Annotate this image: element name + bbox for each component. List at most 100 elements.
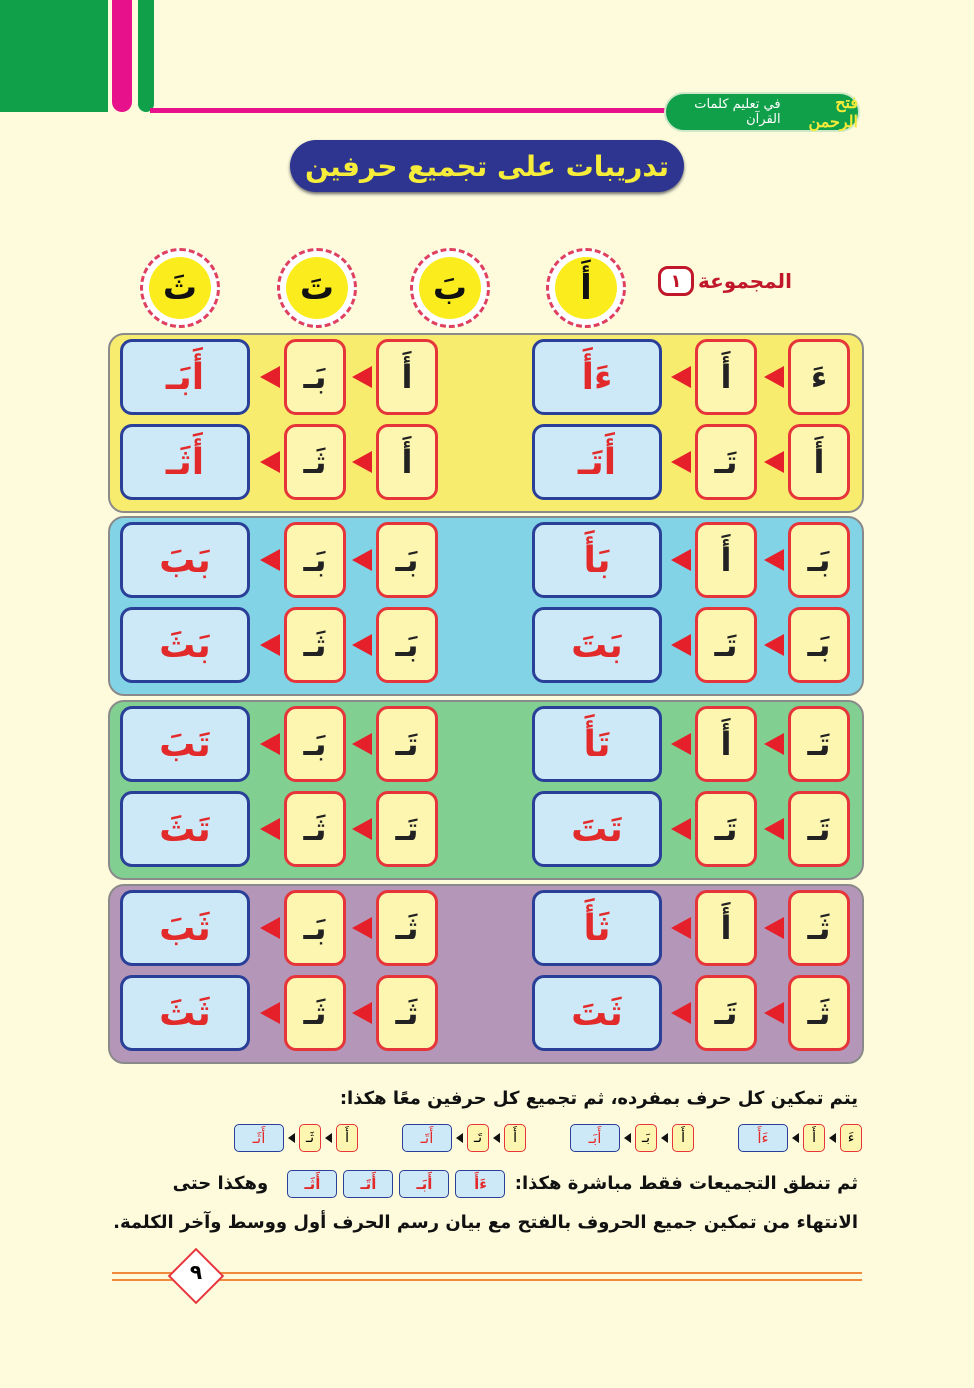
- letter-box: تَـ: [695, 791, 757, 867]
- letter-circle: بَ: [410, 248, 490, 328]
- arrow-left-icon: [352, 451, 372, 473]
- letter-box: أَ: [695, 706, 757, 782]
- combined-box: أَثَـ: [120, 424, 250, 500]
- arrow-left-icon: [493, 1133, 500, 1143]
- letter-box: تَـ: [376, 706, 438, 782]
- combined-box: بَثَ: [120, 607, 250, 683]
- arrow-left-icon: [764, 366, 784, 388]
- letter-box: ثَـ: [284, 607, 346, 683]
- letter-box: أَ: [376, 424, 438, 500]
- letter-box: تَـ: [788, 706, 850, 782]
- letter-box: بَـ: [788, 522, 850, 598]
- arrow-left-icon: [260, 1002, 280, 1024]
- arrow-left-icon: [352, 818, 372, 840]
- arrow-left-icon: [764, 549, 784, 571]
- arrow-left-icon: [260, 917, 280, 939]
- footer-line: [112, 1279, 862, 1281]
- letter-box: تَـ: [695, 424, 757, 500]
- group-number-badge: ١: [658, 266, 694, 296]
- arrow-left-icon: [764, 451, 784, 473]
- corner-decoration: [112, 0, 132, 112]
- arrow-left-icon: [671, 1002, 691, 1024]
- letter-box: أَ: [788, 424, 850, 500]
- arrow-left-icon: [764, 818, 784, 840]
- combined-box: تَأَ: [532, 706, 662, 782]
- letter: بَ: [419, 257, 481, 319]
- arrow-left-icon: [352, 634, 372, 656]
- group-label: المجموعة ١: [658, 266, 792, 296]
- arrow-left-icon: [260, 366, 280, 388]
- arrow-left-icon: [352, 366, 372, 388]
- letter-box: ثَـ: [284, 424, 346, 500]
- letter-box: أَ: [695, 890, 757, 966]
- brand-name: فتح الرحمن: [808, 93, 858, 131]
- instruction-line-1: يتم تمكين كل حرف بمفرده، ثم تجميع كل حرف…: [339, 1088, 858, 1109]
- corner-decoration: [0, 0, 108, 112]
- letter-box: ثَـ: [376, 890, 438, 966]
- letter-box: بَـ: [284, 706, 346, 782]
- instruction-line-2-start: ثم تنطق التجميعات فقط مباشرة هكذا:: [514, 1173, 858, 1194]
- corner-decoration: [138, 0, 154, 112]
- letter-box: أَ: [695, 522, 757, 598]
- arrow-left-icon: [764, 917, 784, 939]
- arrow-left-icon: [764, 733, 784, 755]
- instruction-line-2-end: وهكذا حتى: [172, 1173, 269, 1194]
- letter: تَ: [286, 257, 348, 319]
- arrow-left-icon: [624, 1133, 631, 1143]
- arrow-left-icon: [671, 733, 691, 755]
- arrow-left-icon: [352, 1002, 372, 1024]
- letter-circle: أَ: [546, 248, 626, 328]
- arrow-left-icon: [671, 818, 691, 840]
- letter-box: ثَـ: [284, 791, 346, 867]
- arrow-left-icon: [671, 549, 691, 571]
- combined-box: بَتَ: [532, 607, 662, 683]
- combined-box: تَبَ: [120, 706, 250, 782]
- letter-box: بَـ: [284, 890, 346, 966]
- example-combined-box: أَثَـ: [234, 1124, 284, 1152]
- example-letter-box: أَ: [336, 1124, 358, 1152]
- letter-box: ثَـ: [376, 975, 438, 1051]
- letter-box: تَـ: [376, 791, 438, 867]
- letter-box: ثَـ: [284, 975, 346, 1051]
- letter-box: ثَـ: [788, 890, 850, 966]
- brand-subtitle: في تعليم كلمات القرآن: [694, 97, 781, 127]
- letter-box: بَـ: [788, 607, 850, 683]
- arrow-left-icon: [671, 451, 691, 473]
- example-combined-box: أَتَـ: [402, 1124, 452, 1152]
- arrow-left-icon: [764, 634, 784, 656]
- combined-box: ثَتَ: [532, 975, 662, 1051]
- arrow-left-icon: [456, 1133, 463, 1143]
- letter-box: تَـ: [695, 975, 757, 1051]
- combined-box: ثَثَ: [120, 975, 250, 1051]
- letter-box: بَـ: [284, 339, 346, 415]
- instruction-line-2: ثم تنطق التجميعات فقط مباشرة هكذا: ءَأَأ…: [173, 1170, 858, 1198]
- letter-box: بَـ: [284, 522, 346, 598]
- combined-box: بَبَ: [120, 522, 250, 598]
- letter-box: تَـ: [788, 791, 850, 867]
- arrow-left-icon: [671, 366, 691, 388]
- group-label-text: المجموعة: [698, 269, 792, 293]
- arrow-left-icon: [325, 1133, 332, 1143]
- example-letter-box: بَـ: [635, 1124, 657, 1152]
- example-letter-box: تَـ: [467, 1124, 489, 1152]
- letter: أَ: [555, 257, 617, 319]
- arrow-left-icon: [352, 549, 372, 571]
- brand-logo: فتح الرحمن في تعليم كلمات القرآن: [664, 92, 860, 132]
- combined-box: ثَبَ: [120, 890, 250, 966]
- letter-box: تَـ: [695, 607, 757, 683]
- arrow-left-icon: [260, 733, 280, 755]
- arrow-left-icon: [288, 1133, 295, 1143]
- instruction-line-3: الانتهاء من تمكين جميع الحروف بالفتح مع …: [113, 1212, 858, 1233]
- letter-box: أَ: [376, 339, 438, 415]
- footer-line: [112, 1272, 862, 1274]
- example-letter-box: أَ: [803, 1124, 825, 1152]
- example-row: ءَ أَ ءَأَ أَ بَـ أَبَـ أَ تَـ أَتَـ أَ ثَـ أَثَـ: [234, 1124, 862, 1152]
- letter-circle: ثَ: [140, 248, 220, 328]
- example-combined-box: أَتَـ: [343, 1170, 394, 1198]
- combined-box: أَتَـ: [532, 424, 662, 500]
- combined-box: تَثَ: [120, 791, 250, 867]
- arrow-left-icon: [671, 634, 691, 656]
- example-combined-box: ءَأَ: [738, 1124, 788, 1152]
- example-combined-box: أَبَـ: [399, 1170, 450, 1198]
- example-combined-box: أَبَـ: [570, 1124, 620, 1152]
